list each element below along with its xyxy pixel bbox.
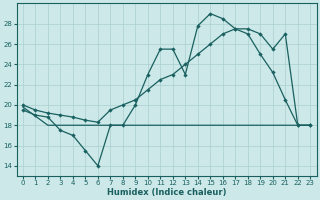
- X-axis label: Humidex (Indice chaleur): Humidex (Indice chaleur): [107, 188, 226, 197]
